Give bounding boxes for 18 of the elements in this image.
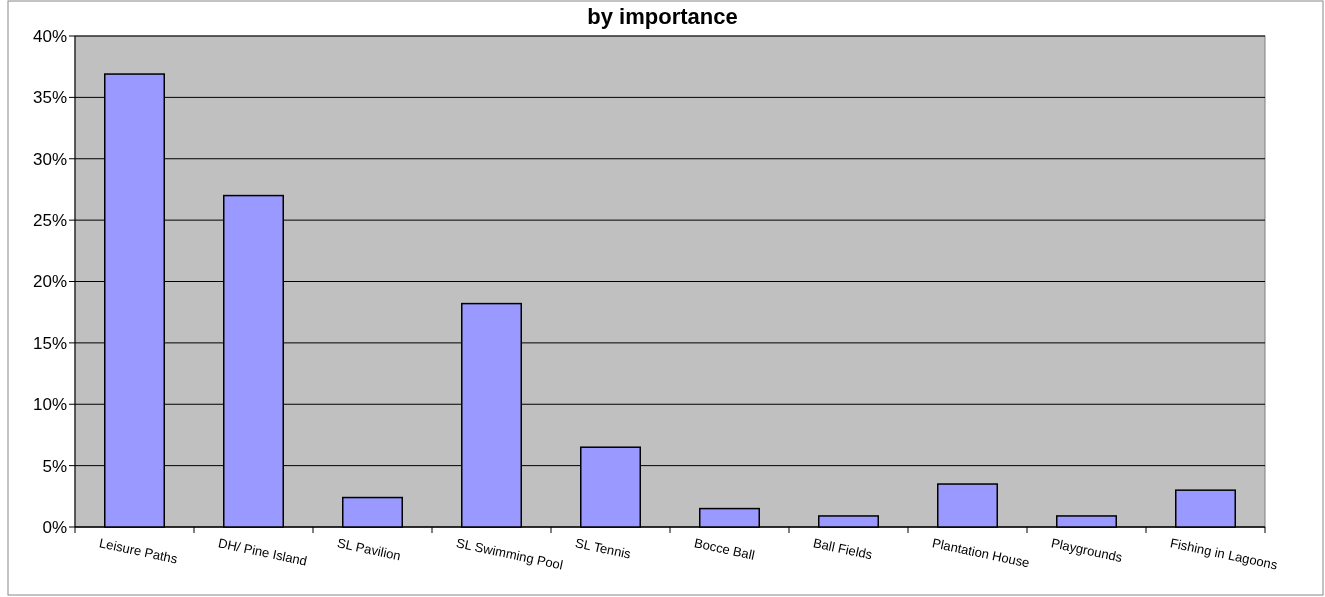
y-tick-label: 25% xyxy=(32,211,67,231)
y-tick-label: 35% xyxy=(32,88,67,108)
y-tick-label: 10% xyxy=(32,395,67,415)
y-tick-label: 5% xyxy=(42,456,67,476)
x-tick-label: Plantation House xyxy=(930,535,1031,571)
chart-title: by importance xyxy=(587,4,738,29)
x-tick-label: SL Tennis xyxy=(573,535,633,562)
y-tick-label: 30% xyxy=(32,149,67,169)
y-tick-label: 15% xyxy=(32,333,67,353)
x-tick-label: Leisure Paths xyxy=(97,535,180,567)
y-tick-label: 40% xyxy=(32,26,67,46)
y-tick-label: 0% xyxy=(42,517,67,537)
x-tick-label: SL Pavilion xyxy=(335,535,403,564)
x-tick-label: DH/ Pine Island xyxy=(216,535,309,569)
x-tick-label: Ball Fields xyxy=(811,535,875,563)
x-tick-label: Bocce Ball xyxy=(692,535,757,563)
y-tick-label: 20% xyxy=(32,272,67,292)
x-tick-label: Fishing in Lagoons xyxy=(1168,535,1280,573)
